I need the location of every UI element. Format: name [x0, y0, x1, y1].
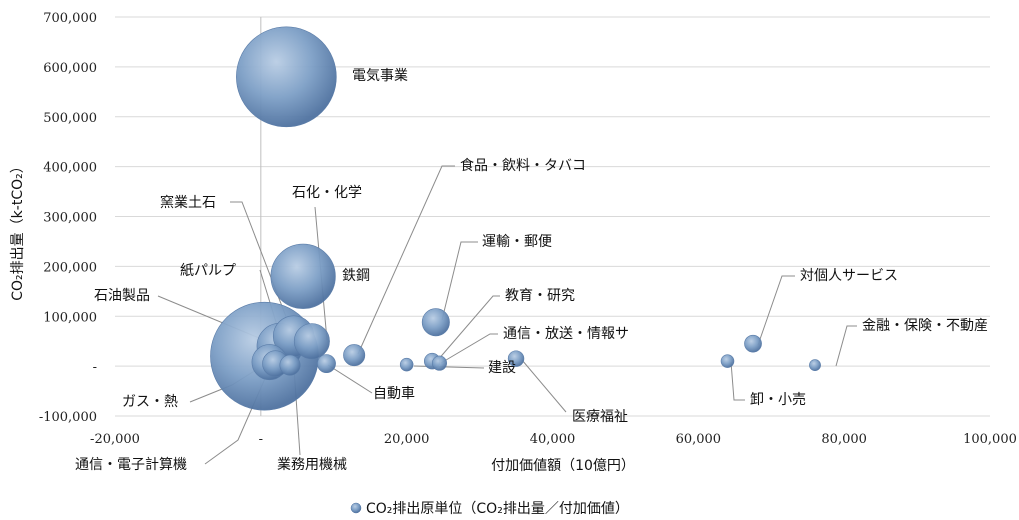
bubble-19	[809, 359, 821, 372]
legend-label: CO₂排出原単位（CO₂排出量／付加価値）	[366, 501, 629, 517]
leader-line-14	[436, 295, 500, 362]
legend-marker	[350, 502, 362, 514]
y-tick-label-3: 200,000	[43, 260, 97, 275]
point-label-11: 業務用機械	[277, 457, 347, 473]
bubble-11	[279, 354, 301, 376]
bubble-3	[270, 243, 336, 309]
bubble-17	[399, 357, 414, 372]
y-axis-title: CO₂排出量（k-tCO₂）	[10, 159, 26, 300]
bubbles	[210, 26, 821, 411]
y-tick-label-7: 600,000	[43, 61, 97, 76]
leader-line-19	[835, 325, 857, 367]
bubble-8	[421, 308, 450, 337]
x-tick-label-3: 40,000	[530, 432, 576, 447]
leader-line-8	[441, 241, 478, 321]
point-label-3: 鉄鋼	[342, 268, 370, 284]
point-label-9: 通信・電子計算機	[75, 457, 187, 473]
point-label-14: 教育・研究	[505, 288, 575, 304]
y-tick-label-6: 500,000	[43, 111, 97, 126]
point-label-12: 自動車	[373, 385, 415, 402]
bubble-16	[431, 355, 447, 371]
point-label-19: 金融・保険・不動産	[862, 318, 988, 334]
y-tick-label-8: 700,000	[43, 11, 97, 26]
leader-line-15	[521, 359, 567, 413]
leader-line-17	[413, 365, 485, 369]
legend: CO₂排出原単位（CO₂排出量／付加価値）	[350, 501, 629, 517]
point-label-4: 紙パルプ	[180, 263, 236, 279]
bubble-10	[343, 344, 366, 367]
x-tick-label-1: -	[259, 432, 263, 447]
x-tick-label-6: 100,000	[963, 432, 1017, 447]
x-tick-label-0: -20,000	[90, 432, 140, 447]
point-label-7: ガス・熱	[122, 394, 178, 410]
y-tick-label-5: 400,000	[43, 161, 97, 176]
bubble-18	[720, 354, 735, 368]
point-label-6: 石化・化学	[292, 185, 362, 201]
leader-line-18	[730, 361, 745, 401]
bubble-2	[236, 26, 337, 128]
point-label-15: 医療福祉	[572, 408, 628, 425]
leader-line-10	[357, 165, 455, 355]
x-axis-tick-labels: -20,000-20,000 40,000 60,000 80,000 100,000	[90, 432, 1017, 447]
point-label-8: 運輸・郵便	[482, 234, 552, 250]
x-tick-label-2: 20,000	[384, 432, 430, 447]
x-axis-title: 付加価値額（10億円）	[491, 458, 635, 474]
y-tick-label-1: -	[93, 360, 97, 375]
x-tick-label-5: 80,000	[821, 432, 867, 447]
bubble-15	[507, 350, 525, 367]
point-label-16: 通信・放送・情報サ	[503, 326, 629, 342]
bubble-6	[293, 323, 330, 360]
point-label-13: 対個人サービス	[800, 268, 898, 284]
leader-line-13	[757, 275, 795, 346]
point-label-1: 石油製品	[94, 288, 150, 304]
bubble-12	[317, 354, 336, 374]
leader-line-16	[440, 333, 498, 364]
y-axis-tick-labels: -100,000-100,000200,000300,000400,000500…	[39, 11, 97, 425]
point-label-18: 卸・小売	[750, 392, 806, 408]
point-label-17: 建設	[488, 360, 516, 376]
bubble-13	[744, 334, 762, 353]
y-tick-label-0: -100,000	[39, 410, 97, 425]
y-tick-label-2: 100,000	[43, 310, 97, 325]
y-tick-label-4: 300,000	[43, 211, 97, 226]
leader-line-12	[327, 364, 373, 394]
point-label-5: 窯業土石	[160, 194, 216, 211]
point-label-2: 電気事業	[352, 68, 408, 84]
x-tick-label-4: 60,000	[676, 432, 722, 447]
point-label-10: 食品・飲料・タバコ	[460, 157, 586, 174]
